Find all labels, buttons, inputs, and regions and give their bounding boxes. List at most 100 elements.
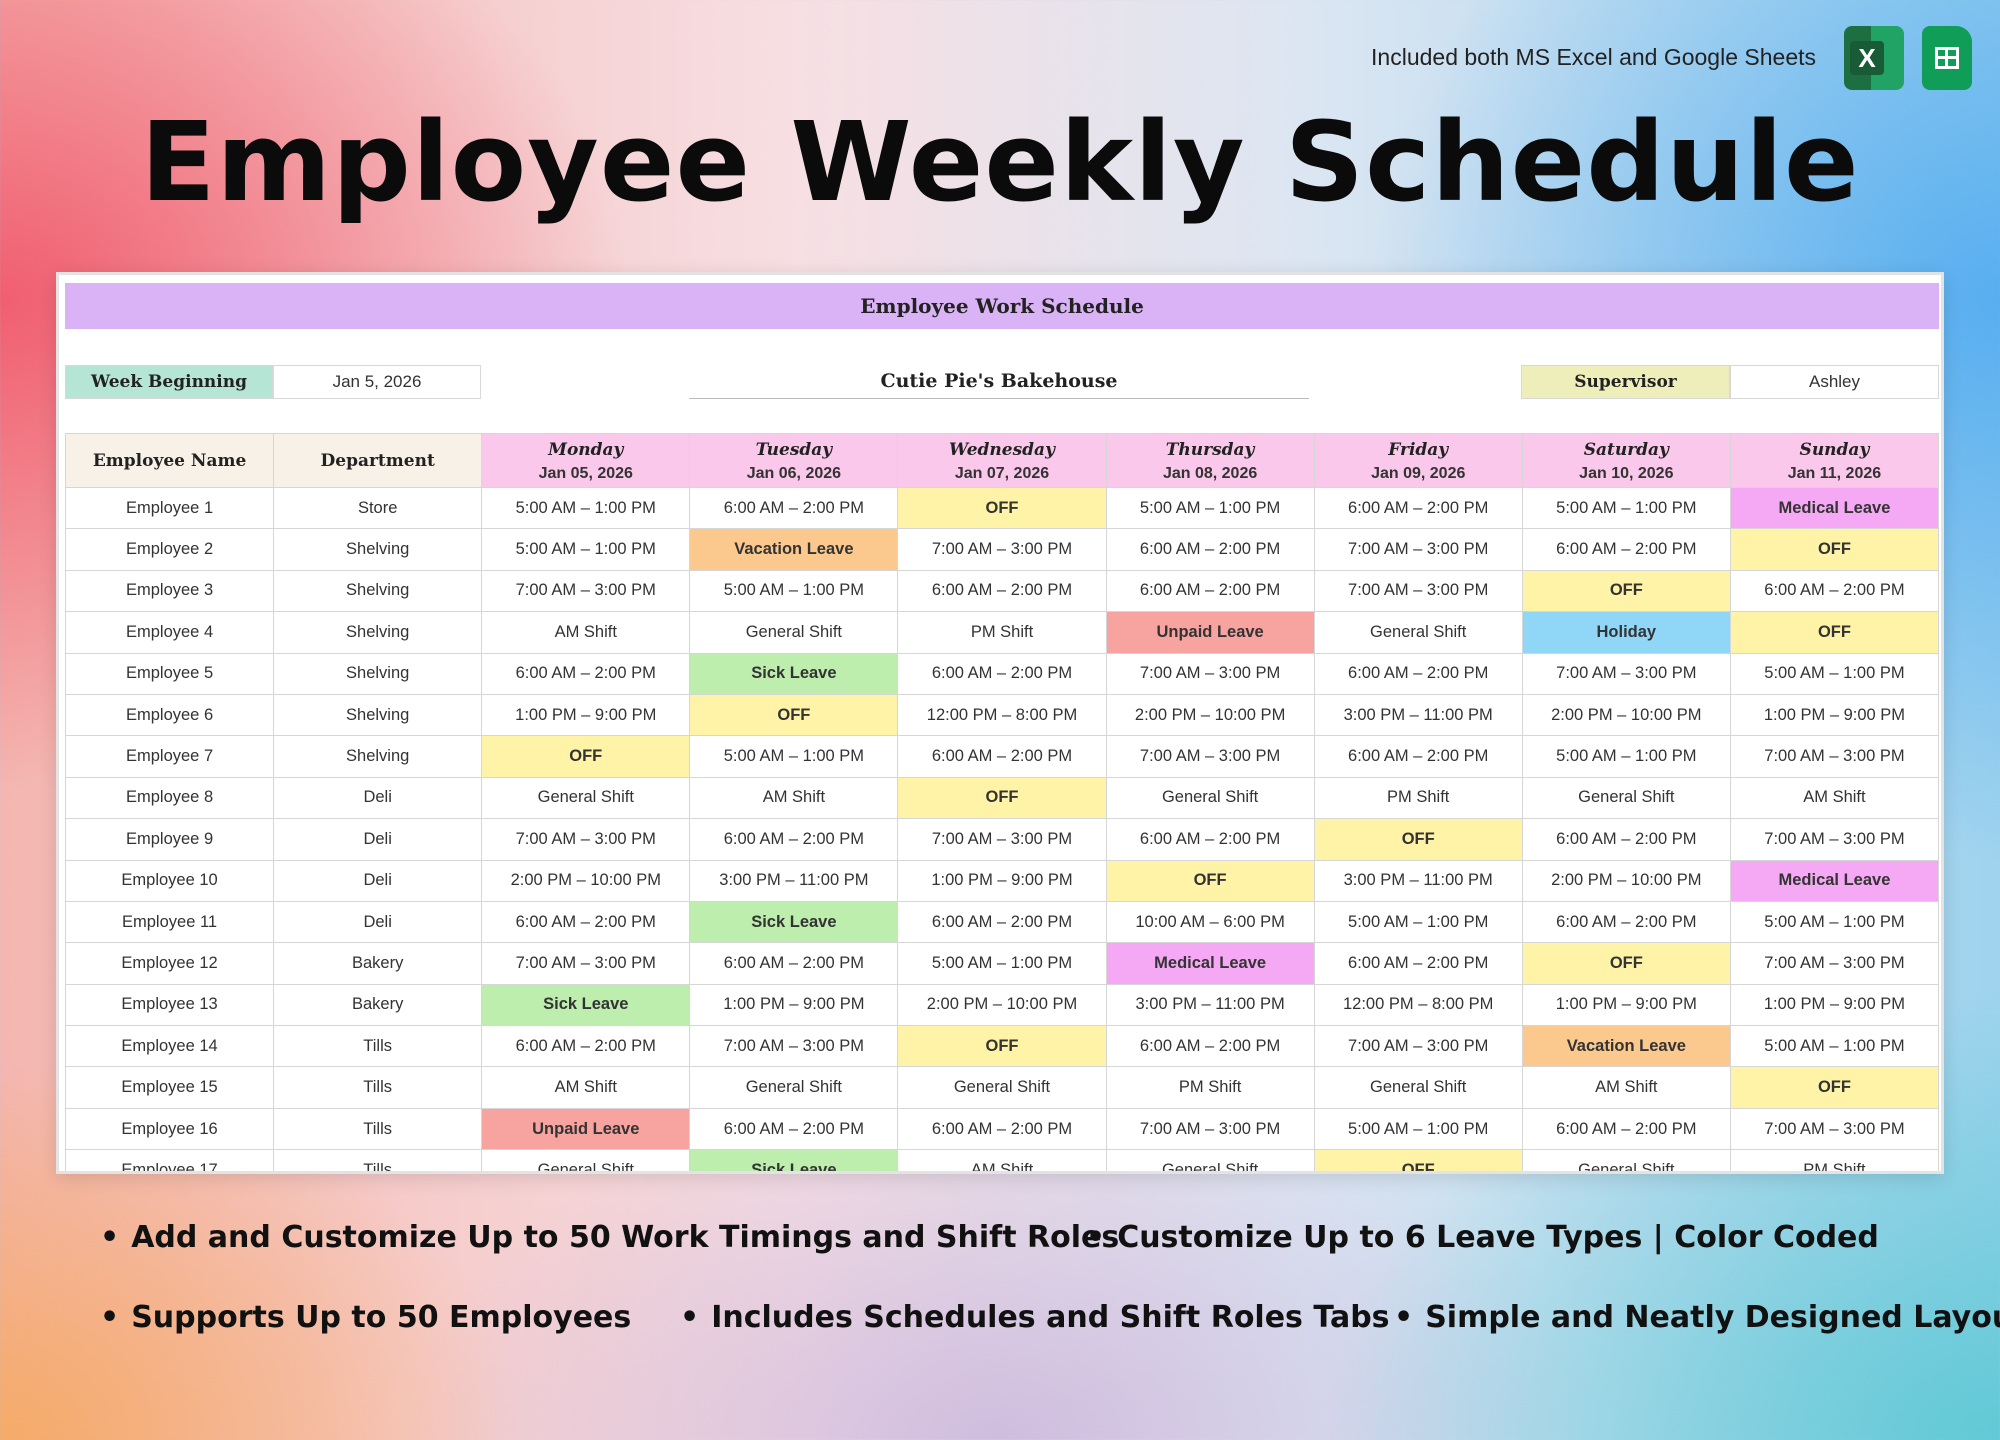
- shift-cell[interactable]: OFF: [1521, 942, 1731, 985]
- shift-cell[interactable]: 6:00 AM – 2:00 PM: [897, 735, 1107, 778]
- shift-cell[interactable]: Sick Leave: [689, 900, 899, 944]
- shift-cell[interactable]: 7:00 AM – 3:00 PM: [481, 818, 691, 861]
- shift-cell[interactable]: Medical Leave: [1729, 486, 1940, 530]
- shift-cell[interactable]: 6:00 AM – 2:00 PM: [1313, 486, 1523, 530]
- shift-cell[interactable]: 7:00 AM – 3:00 PM: [1521, 652, 1731, 695]
- shift-cell[interactable]: 2:00 PM – 10:00 PM: [481, 859, 691, 902]
- shift-cell[interactable]: 6:00 AM – 2:00 PM: [1105, 818, 1315, 861]
- shift-cell[interactable]: 7:00 AM – 3:00 PM: [1313, 1025, 1523, 1068]
- shift-cell[interactable]: 1:00 PM – 9:00 PM: [1729, 693, 1940, 737]
- shift-cell[interactable]: 7:00 AM – 3:00 PM: [1729, 818, 1940, 861]
- shift-cell[interactable]: 6:00 AM – 2:00 PM: [1105, 569, 1315, 613]
- shift-cell[interactable]: 6:00 AM – 2:00 PM: [689, 818, 899, 861]
- shift-cell[interactable]: Unpaid Leave: [1105, 611, 1315, 654]
- shift-cell[interactable]: AM Shift: [481, 1066, 691, 1109]
- shift-cell[interactable]: 6:00 AM – 2:00 PM: [897, 652, 1107, 695]
- shift-cell[interactable]: 5:00 AM – 1:00 PM: [689, 735, 899, 778]
- employee-name-cell[interactable]: Employee 10: [64, 859, 275, 902]
- shift-cell[interactable]: Vacation Leave: [689, 528, 899, 571]
- department-cell[interactable]: Deli: [273, 900, 483, 944]
- shift-cell[interactable]: PM Shift: [1313, 776, 1523, 820]
- shift-cell[interactable]: 6:00 AM – 2:00 PM: [1313, 735, 1523, 778]
- employee-name-cell[interactable]: Employee 14: [64, 1025, 275, 1068]
- employee-name-cell[interactable]: Employee 9: [64, 818, 275, 861]
- shift-cell[interactable]: 2:00 PM – 10:00 PM: [1521, 693, 1731, 737]
- shift-cell[interactable]: PM Shift: [897, 611, 1107, 654]
- shift-cell[interactable]: 7:00 AM – 3:00 PM: [1729, 735, 1940, 778]
- shift-cell[interactable]: 6:00 AM – 2:00 PM: [1313, 942, 1523, 985]
- employee-name-cell[interactable]: Employee 3: [64, 569, 275, 613]
- shift-cell[interactable]: 7:00 AM – 3:00 PM: [1313, 569, 1523, 613]
- shift-cell[interactable]: 3:00 PM – 11:00 PM: [1313, 693, 1523, 737]
- shift-cell[interactable]: 6:00 AM – 2:00 PM: [1105, 528, 1315, 571]
- shift-cell[interactable]: 6:00 AM – 2:00 PM: [897, 569, 1107, 613]
- shift-cell[interactable]: 5:00 AM – 1:00 PM: [481, 486, 691, 530]
- shift-cell[interactable]: 7:00 AM – 3:00 PM: [1313, 528, 1523, 571]
- shift-cell[interactable]: OFF: [1729, 1066, 1940, 1109]
- department-cell[interactable]: Deli: [273, 859, 483, 902]
- shift-cell[interactable]: 5:00 AM – 1:00 PM: [1729, 652, 1940, 695]
- shift-cell[interactable]: Sick Leave: [689, 1149, 899, 1171]
- shift-cell[interactable]: 3:00 PM – 11:00 PM: [1105, 983, 1315, 1027]
- employee-name-cell[interactable]: Employee 12: [64, 942, 275, 985]
- employee-name-cell[interactable]: Employee 8: [64, 776, 275, 820]
- shift-cell[interactable]: 3:00 PM – 11:00 PM: [689, 859, 899, 902]
- shift-cell[interactable]: 12:00 PM – 8:00 PM: [897, 693, 1107, 737]
- shift-cell[interactable]: Unpaid Leave: [481, 1107, 691, 1151]
- shift-cell[interactable]: 7:00 AM – 3:00 PM: [481, 569, 691, 613]
- shift-cell[interactable]: 1:00 PM – 9:00 PM: [897, 859, 1107, 902]
- shift-cell[interactable]: 5:00 AM – 1:00 PM: [1521, 735, 1731, 778]
- shift-cell[interactable]: General Shift: [1521, 776, 1731, 820]
- department-cell[interactable]: Bakery: [273, 983, 483, 1027]
- shift-cell[interactable]: General Shift: [689, 611, 899, 654]
- department-cell[interactable]: Shelving: [273, 611, 483, 654]
- shift-cell[interactable]: 6:00 AM – 2:00 PM: [1313, 652, 1523, 695]
- shift-cell[interactable]: AM Shift: [897, 1149, 1107, 1171]
- shift-cell[interactable]: General Shift: [481, 1149, 691, 1171]
- employee-name-cell[interactable]: Employee 16: [64, 1107, 275, 1151]
- shift-cell[interactable]: General Shift: [689, 1066, 899, 1109]
- department-cell[interactable]: Shelving: [273, 735, 483, 778]
- shift-cell[interactable]: 6:00 AM – 2:00 PM: [897, 900, 1107, 944]
- shift-cell[interactable]: AM Shift: [1521, 1066, 1731, 1109]
- shift-cell[interactable]: 6:00 AM – 2:00 PM: [1105, 1025, 1315, 1068]
- shift-cell[interactable]: 7:00 AM – 3:00 PM: [1729, 1107, 1940, 1151]
- shift-cell[interactable]: Medical Leave: [1105, 942, 1315, 985]
- shift-cell[interactable]: Medical Leave: [1729, 859, 1940, 902]
- shift-cell[interactable]: OFF: [1105, 859, 1315, 902]
- shift-cell[interactable]: 7:00 AM – 3:00 PM: [481, 942, 691, 985]
- employee-name-cell[interactable]: Employee 5: [64, 652, 275, 695]
- shift-cell[interactable]: 1:00 PM – 9:00 PM: [689, 983, 899, 1027]
- shift-cell[interactable]: AM Shift: [481, 611, 691, 654]
- shift-cell[interactable]: General Shift: [1105, 776, 1315, 820]
- employee-name-cell[interactable]: Employee 1: [64, 486, 275, 530]
- shift-cell[interactable]: AM Shift: [1729, 776, 1940, 820]
- shift-cell[interactable]: 6:00 AM – 2:00 PM: [1521, 818, 1731, 861]
- shift-cell[interactable]: OFF: [897, 776, 1107, 820]
- shift-cell[interactable]: General Shift: [1313, 1066, 1523, 1109]
- shift-cell[interactable]: 2:00 PM – 10:00 PM: [1105, 693, 1315, 737]
- shift-cell[interactable]: 6:00 AM – 2:00 PM: [689, 942, 899, 985]
- department-cell[interactable]: Shelving: [273, 693, 483, 737]
- shift-cell[interactable]: 5:00 AM – 1:00 PM: [1729, 1025, 1940, 1068]
- employee-name-cell[interactable]: Employee 2: [64, 528, 275, 571]
- shift-cell[interactable]: 5:00 AM – 1:00 PM: [689, 569, 899, 613]
- employee-name-cell[interactable]: Employee 13: [64, 983, 275, 1027]
- shift-cell[interactable]: 7:00 AM – 3:00 PM: [1105, 652, 1315, 695]
- shift-cell[interactable]: OFF: [1313, 818, 1523, 861]
- shift-cell[interactable]: 1:00 PM – 9:00 PM: [1521, 983, 1731, 1027]
- shift-cell[interactable]: 2:00 PM – 10:00 PM: [897, 983, 1107, 1027]
- employee-name-cell[interactable]: Employee 11: [64, 900, 275, 944]
- shift-cell[interactable]: 6:00 AM – 2:00 PM: [1521, 1107, 1731, 1151]
- shift-cell[interactable]: OFF: [1729, 528, 1940, 571]
- shift-cell[interactable]: Sick Leave: [481, 983, 691, 1027]
- department-cell[interactable]: Shelving: [273, 569, 483, 613]
- shift-cell[interactable]: 7:00 AM – 3:00 PM: [1729, 942, 1940, 985]
- shift-cell[interactable]: 7:00 AM – 3:00 PM: [897, 528, 1107, 571]
- shift-cell[interactable]: General Shift: [897, 1066, 1107, 1109]
- department-cell[interactable]: Tills: [273, 1066, 483, 1109]
- shift-cell[interactable]: 6:00 AM – 2:00 PM: [481, 900, 691, 944]
- shift-cell[interactable]: 6:00 AM – 2:00 PM: [689, 1107, 899, 1151]
- shift-cell[interactable]: Holiday: [1521, 611, 1731, 654]
- shift-cell[interactable]: OFF: [897, 1025, 1107, 1068]
